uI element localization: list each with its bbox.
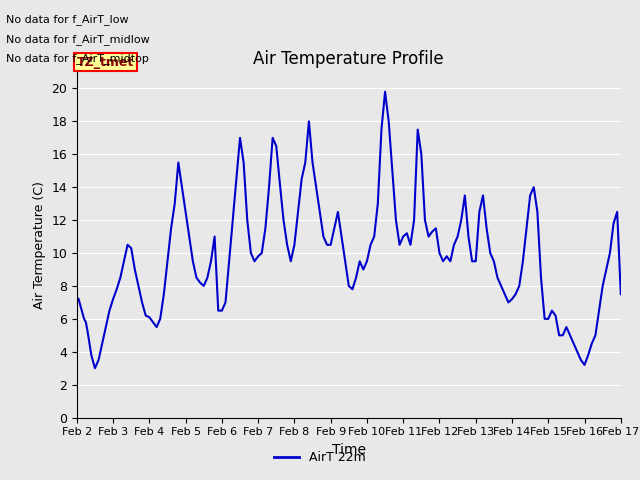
X-axis label: Time: Time	[332, 443, 366, 457]
Text: No data for f_AirT_midlow: No data for f_AirT_midlow	[6, 34, 150, 45]
Title: Air Temperature Profile: Air Temperature Profile	[253, 49, 444, 68]
Legend: AirT 22m: AirT 22m	[269, 446, 371, 469]
Text: No data for f_AirT_midtop: No data for f_AirT_midtop	[6, 53, 149, 64]
Y-axis label: Air Termperature (C): Air Termperature (C)	[33, 181, 45, 309]
Text: TZ_tmet: TZ_tmet	[77, 56, 134, 69]
Text: No data for f_AirT_low: No data for f_AirT_low	[6, 14, 129, 25]
